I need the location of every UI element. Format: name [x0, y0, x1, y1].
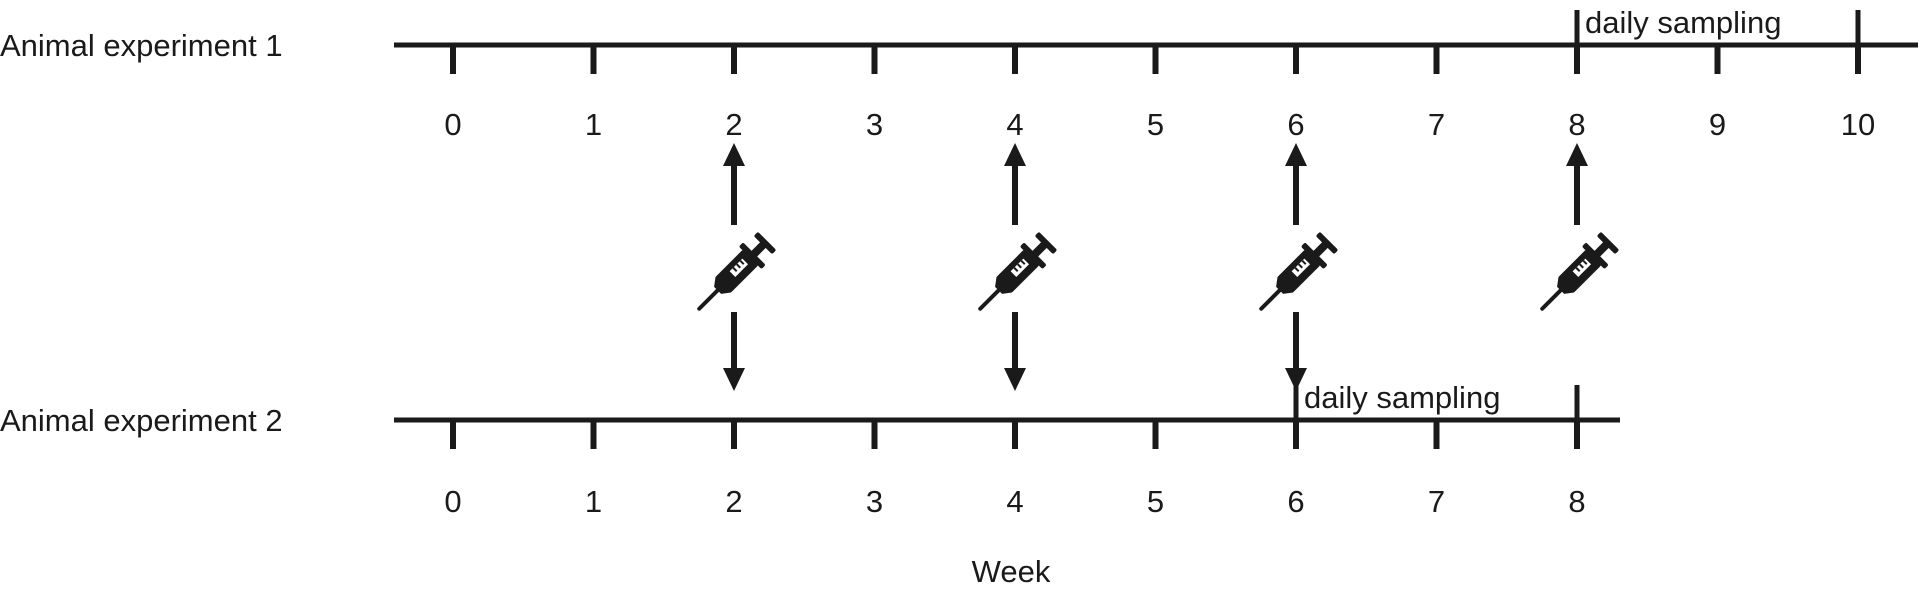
daily-sampling-label: daily sampling [1304, 380, 1500, 415]
week-tick-label: 1 [585, 107, 602, 142]
arrow-up-icon [723, 143, 745, 166]
arrow-up-icon [1004, 143, 1026, 166]
arrow-up-icon [1285, 143, 1307, 166]
week-tick-label: 7 [1428, 107, 1445, 142]
week-tick-label: 8 [1568, 484, 1585, 519]
week-tick-label: 5 [1147, 484, 1164, 519]
week-tick-label: 10 [1841, 107, 1875, 142]
week-tick-label: 5 [1147, 107, 1164, 142]
week-tick-label: 4 [1006, 484, 1023, 519]
week-tick-label: 9 [1709, 107, 1726, 142]
week-tick-label: 2 [725, 107, 742, 142]
week-tick-label: 2 [725, 484, 742, 519]
week-tick-label: 4 [1006, 107, 1023, 142]
week-tick-label: 3 [866, 484, 883, 519]
week-tick-label: 6 [1287, 107, 1304, 142]
week-tick-label: 0 [444, 107, 461, 142]
week-tick-label: 7 [1428, 484, 1445, 519]
timeline-label-1: Animal experiment 1 [0, 28, 283, 63]
syringe-icon [688, 230, 779, 321]
week-tick-label: 0 [444, 484, 461, 519]
arrow-up-icon [1566, 143, 1588, 166]
syringe-icon [1250, 230, 1341, 321]
week-tick-label: 1 [585, 484, 602, 519]
timeline-label-2: Animal experiment 2 [0, 403, 283, 438]
arrow-down-icon [723, 368, 745, 391]
syringe-icon [969, 230, 1060, 321]
daily-sampling-label: daily sampling [1585, 5, 1781, 40]
week-tick-label: 8 [1568, 107, 1585, 142]
week-tick-label: 6 [1287, 484, 1304, 519]
arrow-down-icon [1004, 368, 1026, 391]
x-axis-label: Week [972, 554, 1051, 589]
week-tick-label: 3 [866, 107, 883, 142]
syringe-icon [1531, 230, 1622, 321]
arrow-down-icon [1285, 368, 1307, 391]
